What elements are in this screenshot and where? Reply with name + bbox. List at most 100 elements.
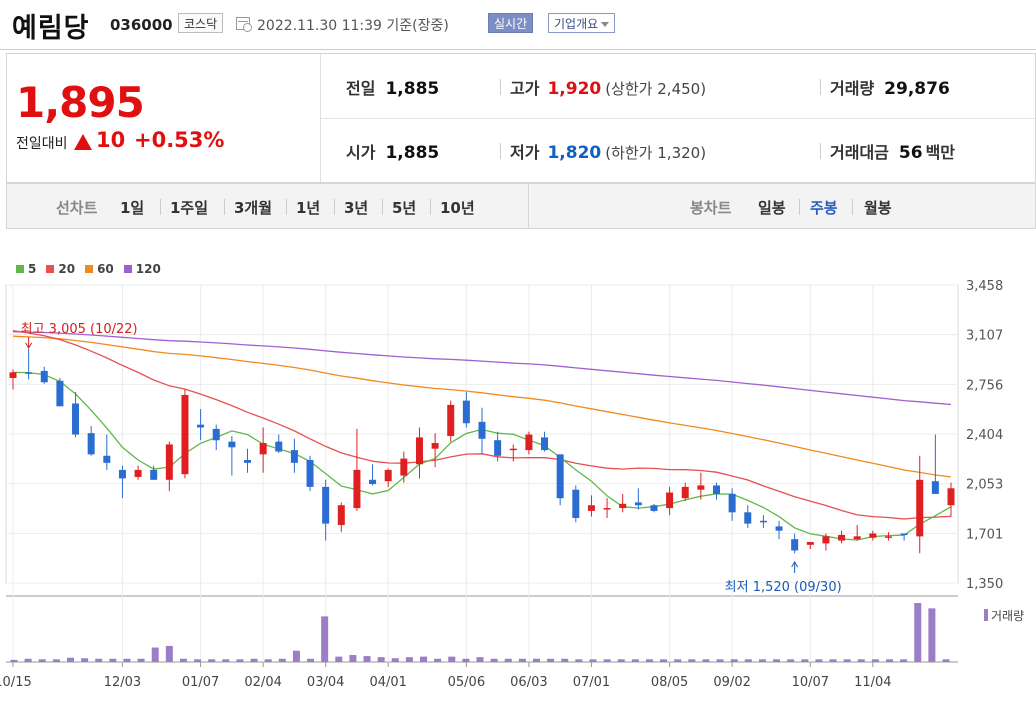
change-percent: +0.53% — [134, 128, 225, 152]
range-1w[interactable]: 1주일 — [170, 199, 209, 217]
range-3y[interactable]: 3년 — [344, 199, 369, 217]
candle-body — [259, 443, 267, 455]
volume-bar — [363, 656, 371, 662]
candle-monthly[interactable]: 월봉 — [864, 199, 892, 217]
candle-body — [478, 421, 486, 439]
volume-bar — [730, 659, 738, 662]
candle-weekly[interactable]: 주봉 — [810, 199, 838, 217]
amount-cell: 거래대금 56 백만 — [830, 139, 955, 163]
volume-bar — [857, 659, 865, 662]
candle-body — [509, 448, 517, 451]
candle-body — [916, 479, 924, 537]
legend-swatch — [46, 265, 55, 273]
low-cell: 저가 1,820 (하한가 1,320) — [510, 139, 706, 163]
volume-bar — [10, 659, 18, 662]
amount-unit: 백만 — [925, 143, 956, 162]
x-tick-label: 05/06 — [448, 675, 485, 690]
volume-value: 29,876 — [884, 79, 950, 99]
volume-bar — [420, 656, 428, 662]
up-arrow-icon — [74, 134, 92, 150]
range-1y[interactable]: 1년 — [296, 199, 321, 217]
volume-bar — [81, 658, 89, 662]
y-tick-label: 3,458 — [966, 279, 1003, 294]
x-tick-label: 08/05 — [651, 675, 688, 690]
range-3m[interactable]: 3개월 — [234, 199, 273, 217]
ma60-line — [12, 335, 952, 478]
volume-bar — [504, 658, 512, 662]
candle-body — [884, 536, 892, 538]
volume-bar — [900, 659, 908, 662]
candle-body — [415, 437, 423, 465]
volume-bar — [744, 659, 752, 662]
candle-body — [728, 493, 736, 513]
company-overview-dropdown[interactable]: 기업개요 — [548, 13, 616, 33]
candle-body — [744, 512, 752, 524]
candle-body — [103, 455, 111, 463]
candle-body — [337, 505, 345, 526]
volume-bar — [391, 658, 399, 662]
range-5y[interactable]: 5년 — [392, 199, 417, 217]
candle-body — [447, 404, 455, 436]
line-chart-label: 선차트 — [56, 199, 98, 217]
y-tick-label: 2,756 — [966, 378, 1003, 393]
volume-bar — [95, 658, 103, 662]
volume-bar — [321, 616, 329, 662]
candle-daily[interactable]: 일봉 — [758, 199, 786, 217]
volume-bar — [617, 659, 625, 662]
separator — [430, 199, 431, 215]
low-annotation: 최저 1,520 (09/30) — [725, 580, 842, 595]
volume-bar — [631, 659, 639, 662]
candle-body — [494, 440, 502, 456]
candle-body — [9, 372, 17, 379]
candle-body — [150, 469, 158, 480]
volume-bar — [688, 659, 696, 662]
low-value: 1,820 — [547, 143, 602, 163]
x-tick-label: 09/02 — [713, 675, 750, 690]
toolbar-divider — [528, 184, 529, 228]
candle-body — [87, 433, 95, 455]
volume-bar — [52, 659, 60, 662]
volume-bar — [165, 645, 173, 662]
candle-body — [462, 400, 470, 424]
x-tick-label: 04/01 — [369, 675, 406, 690]
range-10y[interactable]: 10년 — [440, 199, 475, 217]
volume-bar — [264, 659, 272, 662]
volume-bar — [773, 659, 781, 662]
x-tick-label: 06/03 — [510, 675, 547, 690]
y-tick-label: 2,053 — [966, 478, 1003, 493]
lower-limit: (하한가 1,320) — [605, 144, 707, 162]
candle-body — [384, 469, 392, 482]
candle-body — [306, 460, 314, 487]
legend-label: 60 — [97, 262, 114, 276]
prev-close-cell: 전일 1,885 — [346, 75, 439, 99]
candle-body — [228, 441, 236, 448]
candle-body — [838, 534, 846, 541]
candle-body — [853, 536, 861, 540]
amount-value: 56 — [898, 143, 923, 163]
separator — [286, 199, 287, 215]
volume-bar — [377, 657, 385, 662]
low-label: 저가 — [510, 143, 540, 162]
legend-swatch — [85, 265, 94, 273]
volume-bar — [38, 659, 46, 662]
volume-bar — [575, 659, 583, 662]
candle-body — [369, 479, 377, 485]
chevron-down-icon — [601, 22, 610, 27]
x-tick-label: 03/04 — [307, 675, 344, 690]
volume-bar — [179, 658, 187, 662]
candle-body — [290, 450, 298, 463]
x-tick-label: 11/04 — [854, 675, 891, 690]
x-tick-label: 01/07 — [182, 675, 219, 690]
volume-bar — [250, 658, 258, 662]
high-cell: 고가 1,920 (상한가 2,450) — [510, 75, 706, 99]
candle-body — [681, 486, 689, 499]
candle-body — [353, 469, 361, 509]
candle-body — [697, 485, 705, 490]
legend-item-ma60: 60 — [85, 262, 114, 276]
volume-bar — [123, 658, 131, 662]
realtime-button[interactable]: 실시간 — [488, 13, 534, 33]
volume-bar — [151, 647, 159, 662]
range-1d[interactable]: 1일 — [120, 199, 145, 217]
volume-legend-swatch — [984, 609, 988, 621]
